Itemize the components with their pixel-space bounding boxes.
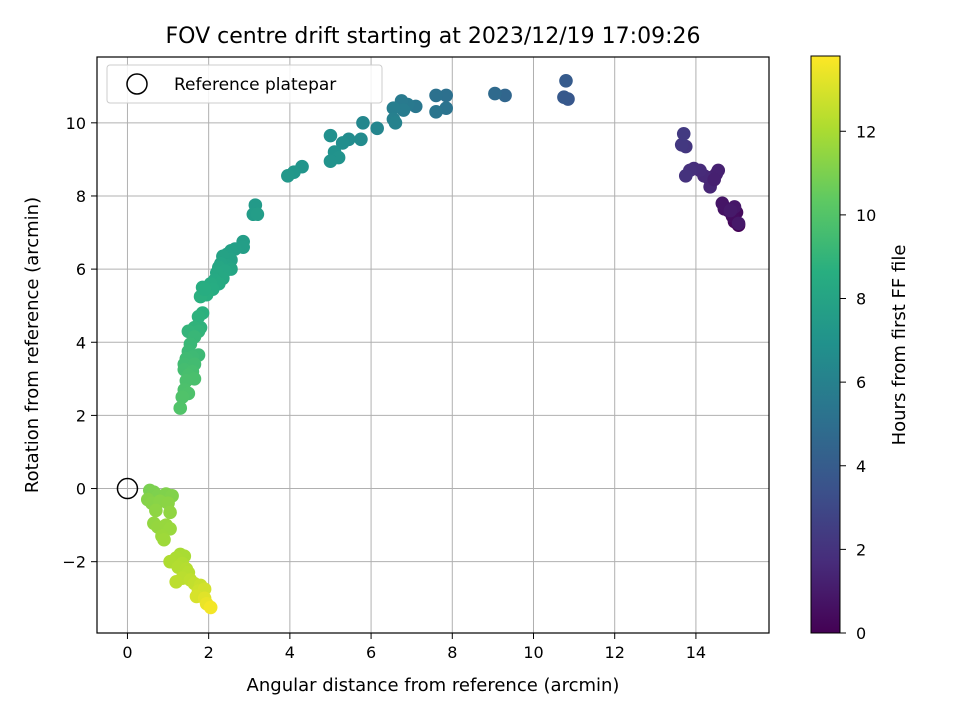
data-point (335, 136, 350, 150)
data-point (429, 105, 443, 119)
colorbar-tick-label: 0 (856, 624, 866, 643)
data-point (356, 116, 370, 130)
y-tick-label: 10 (66, 114, 86, 133)
y-tick-label: −2 (62, 553, 86, 572)
colorbar-label: Hours from first FF file (889, 245, 910, 446)
data-point (149, 503, 163, 518)
data-point (557, 90, 571, 105)
data-point (163, 505, 177, 520)
data-point (678, 169, 693, 183)
x-tick-label: 4 (285, 643, 295, 662)
data-point (676, 127, 691, 141)
data-point (323, 128, 338, 143)
data-point (429, 88, 443, 103)
grid-lines (97, 57, 769, 633)
x-tick-label: 0 (122, 643, 132, 662)
data-point (707, 172, 721, 187)
legend: Reference platepar (106, 64, 383, 104)
x-tick-label: 14 (686, 643, 706, 662)
data-point (388, 116, 403, 130)
y-axis-label: Rotation from reference (arcmin) (22, 197, 43, 493)
colorbar-ticks: 0 2 4 6 8 10 12 (840, 122, 876, 643)
data-point (674, 137, 689, 152)
data-point (203, 600, 218, 615)
data-point (370, 121, 384, 136)
data-point (488, 86, 502, 101)
x-tick-label: 8 (447, 643, 457, 662)
data-points (140, 73, 746, 615)
data-point (175, 390, 190, 404)
x-tick-label: 6 (366, 643, 376, 662)
colorbar-tick-label: 12 (856, 122, 876, 141)
data-point (498, 88, 512, 103)
data-point (173, 401, 188, 415)
data-point (281, 169, 295, 183)
y-tick-label: 2 (76, 406, 86, 425)
y-tick-label: 6 (76, 260, 86, 279)
x-tick-label: 12 (605, 643, 625, 662)
x-tick-label: 2 (204, 643, 214, 662)
data-point (731, 216, 746, 231)
data-point (354, 132, 368, 147)
plot-frame (96, 56, 770, 634)
legend-label: Reference platepar (174, 75, 336, 95)
data-point (559, 73, 573, 88)
colorbar-tick-label: 4 (856, 457, 866, 476)
data-point (191, 309, 206, 324)
data-point (396, 103, 411, 117)
colorbar-tick-label: 8 (856, 290, 866, 309)
data-point (169, 575, 183, 589)
data-point (157, 532, 171, 547)
y-tick-label: 0 (76, 480, 86, 499)
colorbar-tick-label: 2 (856, 540, 866, 559)
colorbar-gradient (810, 55, 841, 634)
data-point (197, 282, 212, 297)
colorbar: 0 2 4 6 8 10 12 Hours from first FF file (810, 55, 910, 643)
legend-box (106, 64, 383, 104)
data-point (723, 203, 738, 218)
colorbar-tick-label: 6 (856, 373, 866, 392)
y-tick-label: 8 (76, 187, 86, 206)
chart-title: FOV centre drift starting at 2023/12/19 … (166, 24, 701, 49)
legend-marker (126, 73, 148, 95)
data-point (386, 101, 401, 115)
x-tick-label: 10 (523, 643, 543, 662)
y-axis-ticks: −2 0 2 4 6 8 10 (62, 114, 97, 572)
data-point (323, 154, 338, 169)
colorbar-tick-label: 10 (856, 206, 876, 225)
y-tick-label: 4 (76, 333, 86, 352)
x-axis-ticks: 0 2 4 6 8 10 12 14 (122, 633, 706, 662)
data-point (250, 207, 265, 222)
data-point (439, 88, 453, 103)
x-axis-label: Angular distance from reference (arcmin) (247, 675, 620, 696)
reference-platepar-marker (116, 477, 139, 500)
